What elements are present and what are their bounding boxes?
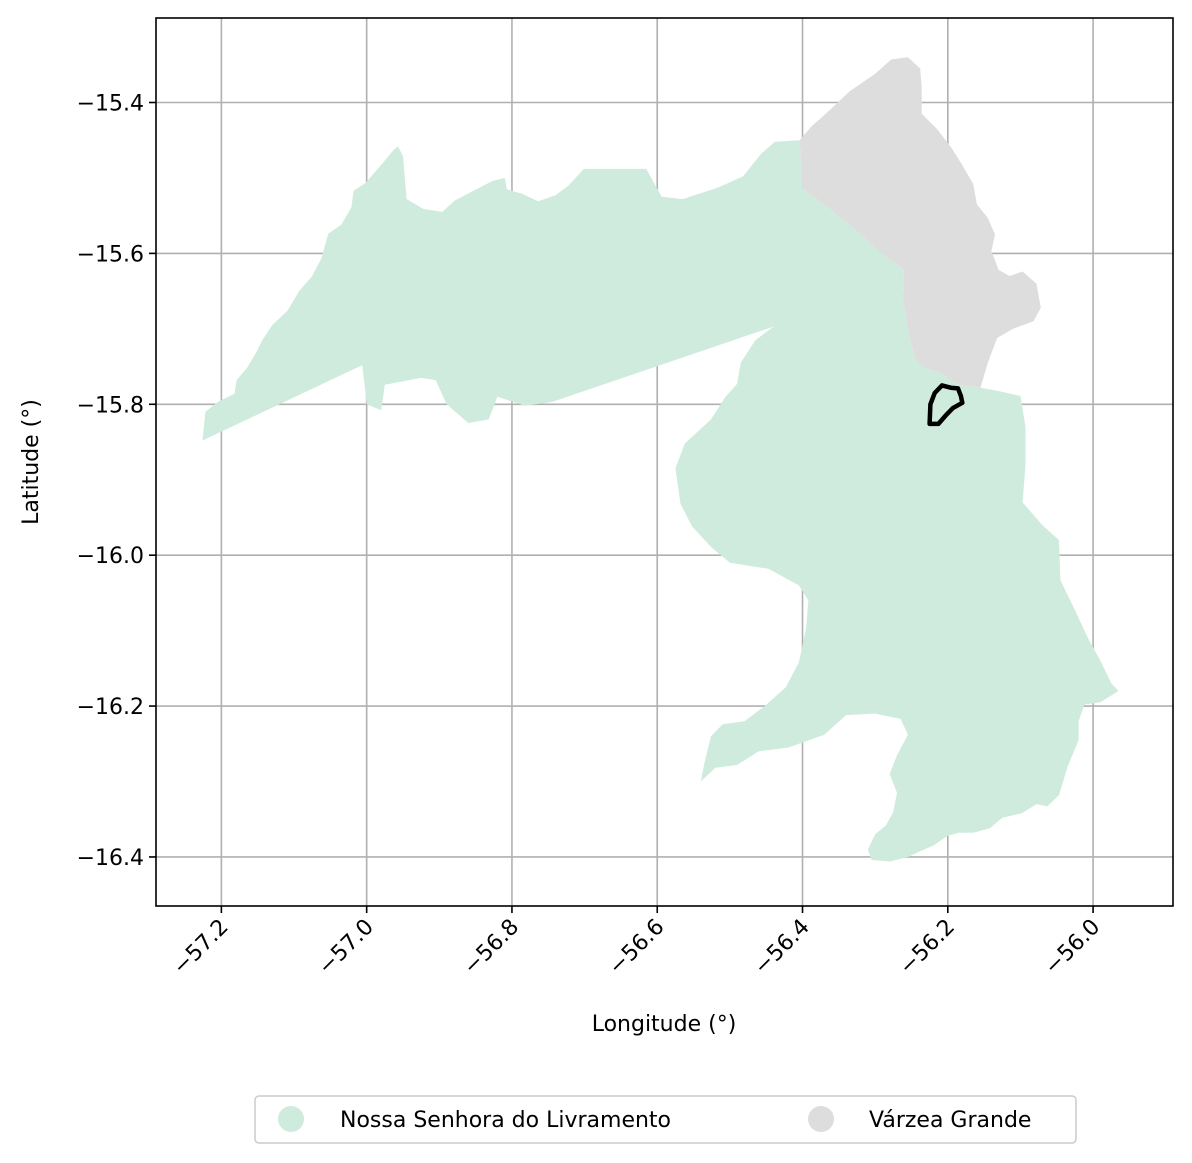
- plot-frame: [155, 17, 1174, 907]
- legend-label-nossa-senhora: Nossa Senhora do Livramento: [340, 1108, 671, 1133]
- x-axis-label: Longitude (°): [592, 1012, 737, 1037]
- legend-frame: [254, 1095, 1077, 1144]
- highlight-outline: [927, 383, 965, 427]
- y-axis-label: Latitude (°): [19, 399, 44, 525]
- legend-label-varzea-grande: Várzea Grande: [869, 1108, 1031, 1133]
- y-tick-label: −16.0: [77, 544, 144, 569]
- region-varzea-grande: [799, 57, 1041, 388]
- y-tick-label: −16.4: [77, 846, 144, 871]
- y-tick-label: −15.8: [77, 393, 144, 418]
- legend-marker-nossa-senhora: [278, 1106, 304, 1132]
- y-axis-ticks: −15.4 −15.6 −15.8 −16.0 −16.2 −16.4: [77, 91, 156, 871]
- map-regions: [202, 57, 1119, 862]
- highlight-outline-layer: [927, 383, 965, 427]
- legend-marker-varzea-grande: [808, 1106, 834, 1132]
- y-tick-label: −15.6: [77, 242, 144, 267]
- legend: Nossa Senhora do Livramento Várzea Grand…: [254, 1095, 1077, 1144]
- y-tick-label: −15.4: [77, 91, 144, 116]
- y-tick-label: −16.2: [77, 695, 144, 720]
- region-nossa-senhora-do-livramento: [202, 140, 1119, 862]
